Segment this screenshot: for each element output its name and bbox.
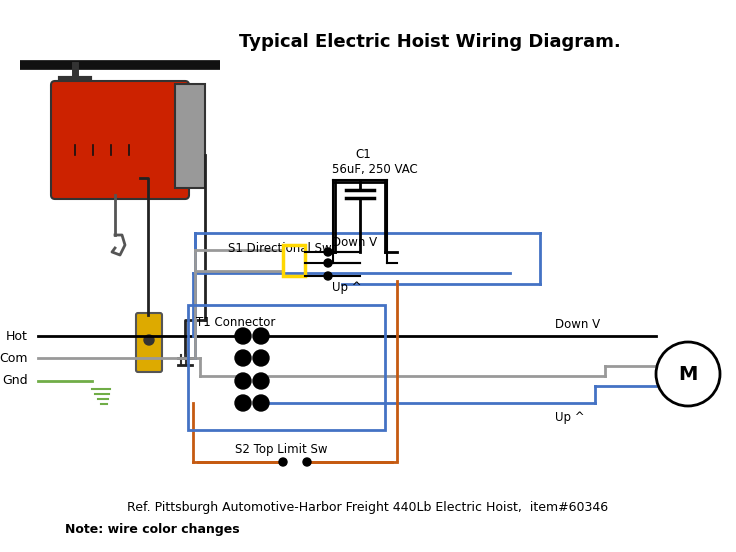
Text: T1 Connector: T1 Connector [196, 316, 275, 330]
Bar [283, 245, 305, 276]
Circle shape [253, 373, 269, 389]
Circle shape [303, 458, 311, 466]
Circle shape [253, 328, 269, 344]
Text: Up ^: Up ^ [555, 411, 584, 423]
Circle shape [656, 342, 720, 406]
FancyBboxPatch shape [136, 313, 162, 372]
Circle shape [235, 328, 251, 344]
Circle shape [235, 395, 251, 411]
Bar [175, 84, 205, 188]
Text: 56uF, 250 VAC: 56uF, 250 VAC [332, 163, 418, 177]
Text: M: M [679, 364, 698, 384]
Circle shape [235, 350, 251, 366]
Circle shape [253, 395, 269, 411]
Circle shape [324, 248, 332, 256]
Circle shape [324, 272, 332, 280]
FancyBboxPatch shape [51, 81, 189, 199]
Text: S2 Top Limit Sw: S2 Top Limit Sw [235, 443, 328, 455]
Text: Hot: Hot [6, 330, 28, 342]
Circle shape [235, 373, 251, 389]
Circle shape [253, 350, 269, 366]
Circle shape [144, 335, 154, 345]
Text: Up ^: Up ^ [332, 282, 361, 295]
Text: Typical Electric Hoist Wiring Diagram.: Typical Electric Hoist Wiring Diagram. [239, 33, 621, 51]
Bar [188, 305, 385, 430]
Text: Com: Com [0, 352, 28, 364]
Text: Gnd: Gnd [2, 374, 28, 388]
Circle shape [279, 458, 287, 466]
Text: Ref. Pittsburgh Automotive-Harbor Freight 440Lb Electric Hoist,  item#60346: Ref. Pittsburgh Automotive-Harbor Freigh… [127, 502, 609, 514]
Text: Note: wire color changes: Note: wire color changes [65, 523, 240, 537]
Text: Down V: Down V [555, 317, 600, 331]
Text: S1 Directional Sw: S1 Directional Sw [228, 242, 332, 254]
Text: C1: C1 [355, 148, 371, 162]
Circle shape [324, 259, 332, 267]
Text: Down V: Down V [332, 236, 377, 248]
